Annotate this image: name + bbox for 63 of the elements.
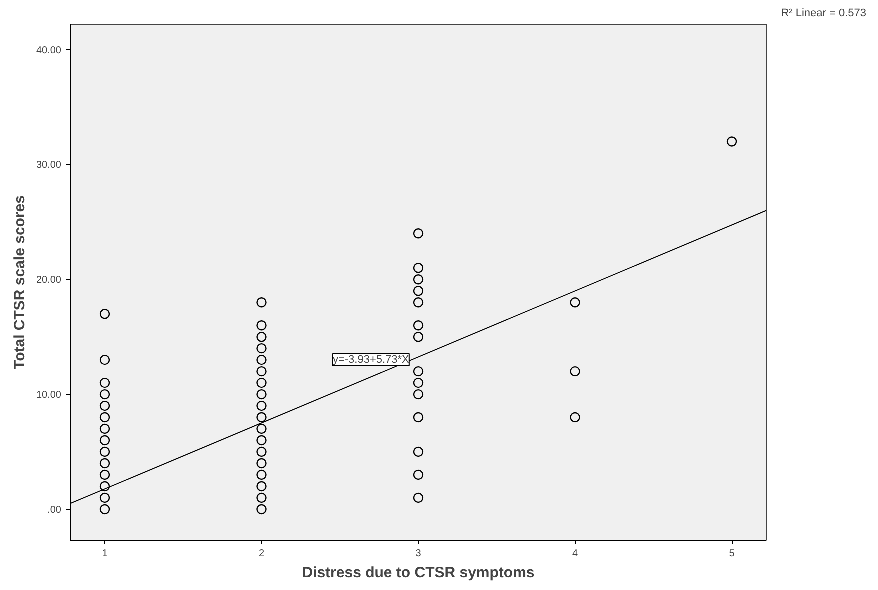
point [100,481,110,492]
point [256,366,267,377]
point [256,470,267,480]
point [100,354,110,366]
point [413,320,424,331]
point [570,412,580,423]
point [413,286,424,296]
point [413,263,424,274]
point [413,274,424,285]
point [256,481,267,492]
point [570,366,580,377]
point [256,424,267,434]
point [100,424,110,434]
point [256,378,267,388]
point [256,343,267,354]
point [256,458,267,469]
y-tick-label: .00 [48,504,62,516]
point [413,470,424,480]
point [256,320,267,331]
point [100,309,110,320]
point [256,412,267,423]
point [256,389,267,400]
point [256,400,267,412]
point [256,332,267,342]
point [256,298,267,308]
point [413,412,424,423]
point [100,412,110,423]
x-axis-title: Distress due to CTSR symptoms [302,564,535,582]
point [100,470,110,480]
point [413,228,424,239]
point [100,446,110,458]
point [100,458,110,469]
x-tick-label: 3 [416,548,422,560]
point [413,298,424,308]
point [256,492,267,504]
point [100,389,110,400]
point [413,492,424,504]
y-tick-label: 20.00 [36,275,62,286]
x-tick-label: 4 [572,548,578,560]
y-tick-label: 40.00 [36,45,62,56]
point [256,354,267,366]
point [413,332,424,342]
point [256,435,267,446]
point [100,435,110,446]
point [413,446,424,458]
point [100,492,110,504]
y-axis-title: Total CTSR scale scores [11,196,28,370]
point [413,366,424,377]
point [726,136,738,147]
y-tick-label: 30.00 [36,160,62,172]
text: R² Linear = 0.573 [781,8,867,20]
x-tick-label: 1 [102,548,108,560]
point [100,400,110,412]
x-tick-label: 5 [729,548,736,560]
point [100,504,110,515]
point [256,446,267,458]
x-tick-label: 2 [258,548,265,560]
y-tick-label: 10.00 [36,390,62,402]
point [413,378,424,388]
point [256,504,267,515]
point [570,298,580,308]
point [100,378,110,388]
point [413,389,424,400]
